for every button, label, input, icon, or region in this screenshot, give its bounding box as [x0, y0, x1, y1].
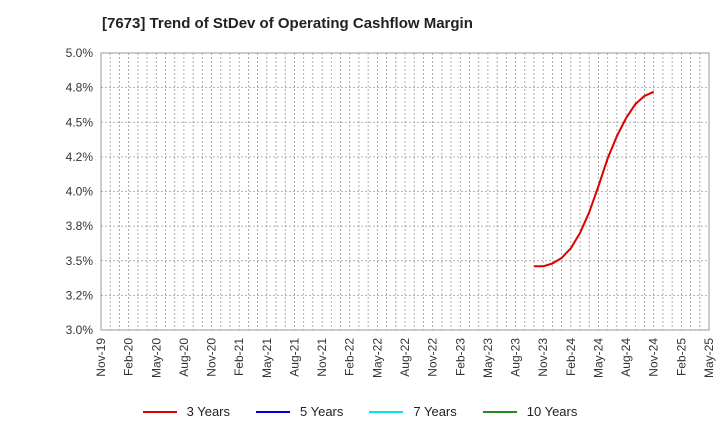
legend-swatch [482, 410, 517, 413]
series-line-3-years [534, 90, 655, 268]
x-tick-label: Aug-20 [177, 338, 191, 377]
x-tick-label: Aug-24 [619, 338, 633, 377]
x-tick-label: Nov-20 [205, 338, 219, 377]
y-tick-label: 3.8% [66, 219, 94, 233]
x-tick-label: May-24 [591, 338, 605, 378]
y-tick-label: 3.2% [66, 288, 94, 302]
y-tick-label: 3.5% [66, 254, 94, 268]
x-tick-label: May-21 [260, 338, 274, 378]
x-tick-label: Feb-24 [564, 338, 578, 376]
x-tick-label: May-22 [370, 338, 384, 378]
x-tick-label: May-20 [149, 338, 163, 378]
y-tick-label: 4.5% [66, 115, 94, 129]
legend-item: 5 Years [256, 404, 343, 419]
x-tick-label: Nov-21 [315, 338, 329, 377]
legend-label: 3 Years [186, 404, 230, 419]
x-tick-label: Aug-21 [287, 338, 301, 377]
x-tick-label: Aug-22 [398, 338, 412, 377]
chart-title: [7673] Trend of StDev of Operating Cashf… [102, 15, 473, 32]
legend-label: 5 Years [300, 404, 344, 419]
y-tick-label: 4.2% [66, 150, 94, 164]
legend-item: 7 Years [369, 404, 457, 419]
x-tick-label: Nov-23 [536, 338, 550, 377]
legend-item: 3 Years [142, 404, 230, 419]
legend-swatch [142, 410, 177, 413]
y-tick-label: 3.0% [66, 323, 94, 337]
legend-swatch [256, 410, 290, 413]
y-tick-label: 4.8% [66, 81, 94, 95]
x-tick-label: Feb-22 [343, 338, 357, 376]
legend: 3 Years 5 Years 7 Years 10 Years [0, 404, 720, 419]
x-tick-label: Feb-20 [122, 338, 136, 376]
series-lines [534, 90, 655, 268]
x-tick-label: Nov-22 [426, 338, 440, 377]
x-tick-label: Feb-21 [232, 338, 246, 376]
x-tick-label: Nov-24 [647, 338, 661, 377]
legend-label: 10 Years [526, 404, 578, 419]
y-tick-label: 4.0% [66, 185, 94, 199]
x-tick-label: May-25 [702, 338, 716, 378]
x-tick-label: Feb-25 [674, 338, 688, 376]
x-tick-label: May-23 [481, 338, 495, 378]
legend-label: 7 Years [413, 404, 457, 419]
legend-item: 10 Years [482, 404, 578, 419]
x-tick-label: Aug-23 [509, 338, 523, 377]
y-tick-label: 5.0% [66, 46, 94, 60]
x-tick-label: Nov-19 [94, 338, 108, 377]
axis-labels: 3.0% 3.2% 3.5% 3.8% 4.0% 4.2% 4.5% 4.8% 5.0% Nov-… [66, 46, 716, 378]
legend-swatch [369, 410, 404, 413]
grid-lines [101, 53, 709, 330]
x-tick-label: Feb-23 [453, 338, 467, 376]
